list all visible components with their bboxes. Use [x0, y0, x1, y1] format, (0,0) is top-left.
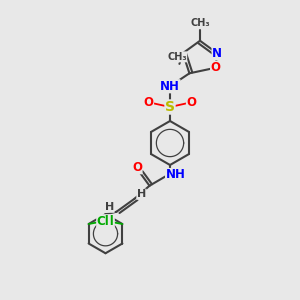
Text: H: H — [137, 189, 146, 199]
Text: Cl: Cl — [97, 215, 110, 228]
Text: O: O — [132, 161, 142, 174]
Text: O: O — [187, 95, 196, 109]
Text: NH: NH — [166, 169, 185, 182]
Text: Cl: Cl — [101, 215, 114, 228]
Text: NH: NH — [160, 80, 180, 93]
Text: CH₃: CH₃ — [190, 17, 210, 28]
Text: CH₃: CH₃ — [167, 52, 187, 62]
Text: S: S — [165, 100, 175, 114]
Text: O: O — [143, 95, 154, 109]
Text: O: O — [211, 61, 220, 74]
Text: H: H — [105, 202, 114, 212]
Text: N: N — [212, 47, 222, 60]
